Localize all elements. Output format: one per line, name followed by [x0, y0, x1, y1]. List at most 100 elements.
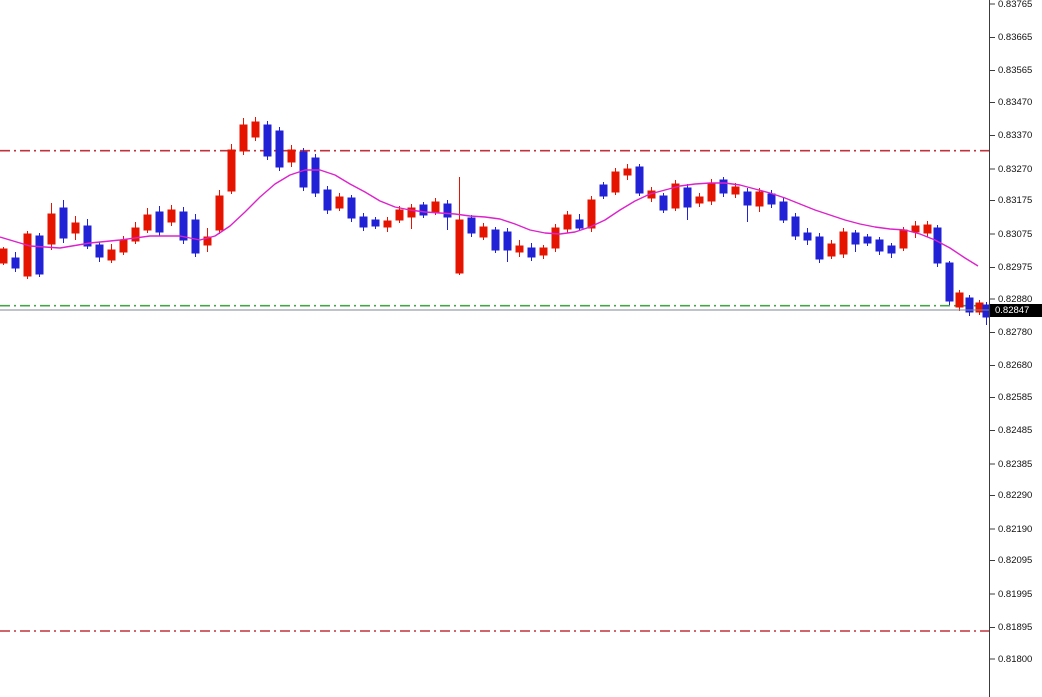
- bull-candle: [0, 247, 8, 265]
- current-price-tag: 0.82847: [990, 303, 1042, 317]
- bull-candle: [455, 177, 464, 275]
- bull-candle: [227, 144, 236, 194]
- bull-candle: [287, 145, 296, 167]
- axis-tick-label: 0.82680: [998, 360, 1033, 372]
- axis-tick-label: 0.82975: [998, 261, 1033, 273]
- bear-candle: [779, 198, 788, 223]
- bear-candle: [875, 237, 884, 255]
- bull-candle: [407, 204, 416, 229]
- bull-candle: [563, 211, 572, 233]
- bear-candle: [323, 186, 332, 214]
- axis-tick-label: 0.83075: [998, 228, 1033, 240]
- axis-tick-label: 0.81995: [998, 588, 1033, 600]
- bull-candle: [23, 231, 32, 279]
- bull-candle: [71, 216, 80, 240]
- bear-candle: [191, 214, 200, 257]
- axis-tick-label: 0.82585: [998, 391, 1033, 403]
- bull-candle: [731, 183, 740, 198]
- bear-candle: [527, 243, 536, 261]
- bull-candle: [623, 164, 632, 180]
- bear-candle: [863, 234, 872, 246]
- axis-tick-label: 0.81800: [998, 653, 1033, 665]
- bear-candle: [575, 214, 584, 231]
- axis-tick-label: 0.82385: [998, 458, 1033, 470]
- bear-candle: [11, 252, 20, 272]
- axis-tick-label: 0.83565: [998, 65, 1033, 77]
- bear-candle: [982, 302, 989, 325]
- bull-candle: [107, 244, 116, 263]
- bull-candle: [479, 223, 488, 240]
- bear-candle: [933, 225, 942, 267]
- bear-candle: [95, 242, 104, 262]
- bear-candle: [347, 195, 356, 222]
- bear-candle: [743, 188, 752, 222]
- bull-candle: [671, 180, 680, 211]
- bull-candle: [975, 300, 984, 315]
- bull-candle: [539, 245, 548, 259]
- bull-candle: [955, 290, 964, 311]
- axis-tick-label: 0.82095: [998, 555, 1033, 567]
- bull-candle: [839, 228, 848, 258]
- axis-tick-label: 0.82290: [998, 490, 1033, 502]
- bear-candle: [599, 182, 608, 199]
- bear-candle: [467, 215, 476, 237]
- bull-candle: [827, 240, 836, 259]
- bear-candle: [635, 164, 644, 196]
- bear-candle: [815, 233, 824, 263]
- bear-candle: [851, 230, 860, 252]
- axis-tick-label: 0.83665: [998, 31, 1033, 43]
- bull-candle: [143, 208, 152, 233]
- bear-candle: [803, 228, 812, 245]
- bear-candle: [59, 200, 68, 243]
- axis-tick-label: 0.83370: [998, 130, 1033, 142]
- candlestick-series: [0, 117, 989, 325]
- bear-candle: [719, 177, 728, 197]
- bull-candle: [551, 224, 560, 252]
- axis-tick-label: 0.82190: [998, 523, 1033, 535]
- current-price-value: 0.82847: [995, 304, 1030, 316]
- axis-tick-label: 0.83470: [998, 96, 1033, 108]
- bear-candle: [659, 193, 668, 213]
- bull-candle: [167, 205, 176, 226]
- bull-candle: [131, 222, 140, 244]
- bull-candle: [239, 118, 248, 155]
- bull-candle: [203, 228, 212, 252]
- bear-candle: [683, 184, 692, 220]
- axis-tick-label: 0.82485: [998, 425, 1033, 437]
- bull-candle: [215, 190, 224, 234]
- bear-candle: [419, 202, 428, 218]
- bull-candle: [755, 188, 764, 212]
- axis-tick-label: 0.83765: [998, 0, 1033, 10]
- bear-candle: [311, 154, 320, 197]
- bear-candle: [371, 217, 380, 229]
- bull-candle: [47, 203, 56, 250]
- axis-tick-label: 0.82780: [998, 326, 1033, 338]
- bear-candle: [179, 207, 188, 244]
- bear-candle: [35, 233, 44, 277]
- axis-tick-label: 0.82880: [998, 293, 1033, 305]
- bear-candle: [887, 243, 896, 258]
- moving-average-line: [0, 169, 979, 267]
- bull-candle: [611, 168, 620, 195]
- chart-pane: [0, 117, 989, 632]
- bull-candle: [395, 206, 404, 223]
- axis-tick-label: 0.83175: [998, 195, 1033, 207]
- bear-candle: [155, 206, 164, 236]
- axis-tick-label: 0.81895: [998, 621, 1033, 633]
- bull-candle: [515, 240, 524, 257]
- bear-candle: [359, 213, 368, 231]
- bear-candle: [491, 227, 500, 253]
- bull-candle: [335, 193, 344, 211]
- bull-candle: [911, 221, 920, 238]
- bear-candle: [443, 200, 452, 230]
- axis-tick-label: 0.83270: [998, 163, 1033, 175]
- bull-candle: [695, 193, 704, 207]
- bear-candle: [945, 261, 954, 305]
- bull-candle: [923, 221, 932, 237]
- bull-candle: [383, 217, 392, 232]
- bull-candle: [251, 117, 260, 141]
- bear-candle: [275, 127, 284, 171]
